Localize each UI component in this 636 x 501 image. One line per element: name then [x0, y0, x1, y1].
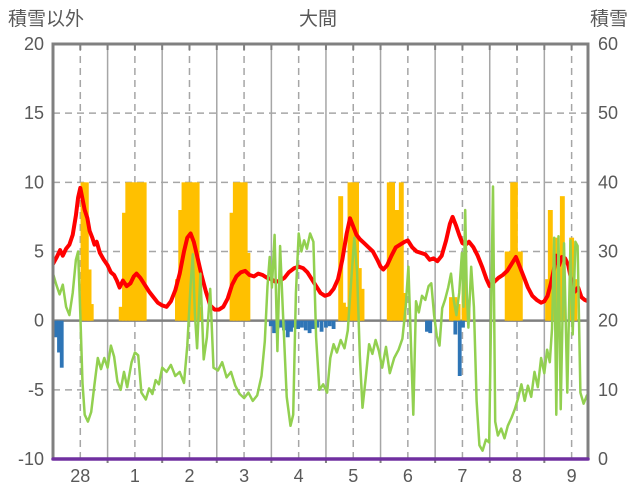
blue-bars-bar	[57, 320, 61, 353]
orange-bars-bar	[545, 279, 551, 321]
blue-bars-bar	[303, 320, 308, 331]
orange-bars-bar	[135, 182, 141, 321]
blue-bars-bar	[457, 320, 462, 376]
left-axis-tick-label: 0	[34, 311, 44, 331]
blue-bars-bar	[428, 320, 433, 334]
left-axis-tick-label: 5	[34, 242, 44, 262]
orange-bars-bar	[510, 182, 516, 321]
blue-bars-bar	[272, 320, 277, 334]
orange-bars-bar	[138, 182, 144, 321]
orange-bars-bar	[507, 251, 513, 321]
orange-bars-bar	[356, 268, 362, 321]
blue-bars-bar	[278, 320, 283, 328]
orange-bars-bar	[80, 182, 86, 321]
x-axis-tick-label: 6	[403, 466, 413, 486]
orange-bars-bar	[340, 302, 346, 321]
blue-bars-bar	[425, 320, 429, 332]
blue-bars-bar	[289, 320, 293, 332]
left-axis-tick-label: -5	[28, 380, 44, 400]
blue-bars-bar	[311, 320, 316, 329]
orange-bars-bar	[242, 182, 248, 321]
orange-bars-bar	[512, 182, 518, 321]
orange-bars-bar	[188, 182, 194, 321]
x-axis-tick-label: 8	[512, 466, 522, 486]
blue-bars-bar	[327, 320, 332, 327]
x-axis-tick-label: 1	[130, 466, 140, 486]
blue-bars-bar	[285, 320, 290, 338]
orange-bars-bar	[359, 288, 365, 321]
orange-bars-bar	[83, 182, 89, 321]
orange-bars-bar	[547, 210, 553, 321]
x-axis-tick-label: 5	[348, 466, 358, 486]
left-axis-tick-label: 10	[24, 172, 44, 192]
orange-bars-bar	[128, 182, 134, 321]
left-axis-tick-label: 15	[24, 103, 44, 123]
right-axis-tick-label: 50	[598, 103, 618, 123]
orange-bars-bar	[386, 182, 392, 321]
series-group	[53, 182, 588, 452]
left-axis-tick-label: -10	[18, 449, 44, 469]
blue-bars-bar	[461, 320, 465, 328]
right-axis-tick-label: 0	[598, 449, 608, 469]
left-axis-tick-label: 20	[24, 34, 44, 54]
orange-bars-bar	[118, 306, 124, 321]
orange-bars-bar	[86, 269, 92, 321]
x-axis-tick-label: 2	[184, 466, 194, 486]
orange-bars-bar	[455, 304, 461, 321]
orange-bars-bar	[88, 304, 94, 321]
orange-bars-bar	[125, 182, 131, 321]
orange-bars-bar	[239, 182, 245, 321]
orange-bars-bar	[449, 297, 454, 321]
x-axis-tick-label: 28	[70, 466, 90, 486]
orange-bars-bar	[504, 251, 510, 321]
blue-bars-bar	[54, 320, 59, 338]
right-axis-title: 積雪	[589, 9, 628, 30]
right-axis-tick-label: 40	[598, 172, 618, 192]
chart-title: 大間	[298, 9, 338, 30]
blue-bars-bar	[307, 320, 312, 334]
x-axis-tick-label: 4	[294, 466, 304, 486]
blue-bars-bar	[324, 320, 328, 328]
left-axis-title: 積雪以外	[8, 9, 85, 30]
orange-bars-bar	[517, 251, 523, 321]
orange-bars-bar	[232, 182, 238, 321]
blue-bars-bar	[453, 320, 458, 335]
blue-bars-bar	[331, 320, 336, 329]
orange-bars-bar	[236, 182, 242, 321]
orange-bars-bar	[394, 210, 400, 321]
orange-bars-bar	[347, 182, 353, 321]
red-line	[53, 185, 588, 312]
orange-bars-bar	[184, 182, 190, 321]
orange-bars-bar	[141, 182, 147, 321]
right-axis-tick-label: 60	[598, 34, 618, 54]
x-axis-tick-label: 7	[457, 466, 467, 486]
blue-bars-bar	[300, 320, 304, 328]
blue-bars-bar	[59, 320, 64, 368]
blue-bars-bar	[268, 320, 273, 327]
right-axis-tick-label: 30	[598, 242, 618, 262]
orange-bars-bar	[131, 182, 137, 321]
right-axis-tick-label: 20	[598, 311, 618, 331]
orange-bars-bar	[401, 293, 407, 321]
orange-bars-bar	[175, 279, 180, 321]
green-line	[53, 185, 588, 452]
blue-bars-bar	[319, 320, 324, 332]
x-axis-tick-label: 9	[567, 466, 577, 486]
orange-bars-bar	[398, 182, 404, 321]
orange-bars-bar	[229, 212, 235, 321]
orange-bars-bar	[344, 306, 350, 321]
orange-bars-bar	[191, 182, 197, 321]
orange-bars-bar	[245, 252, 251, 321]
x-axis-tick-label: 3	[239, 466, 249, 486]
blue-bars-bar	[296, 320, 301, 329]
right-axis-tick-label: 10	[598, 380, 618, 400]
orange-bars-bar	[122, 212, 127, 321]
blue-bars-bar	[315, 320, 320, 328]
